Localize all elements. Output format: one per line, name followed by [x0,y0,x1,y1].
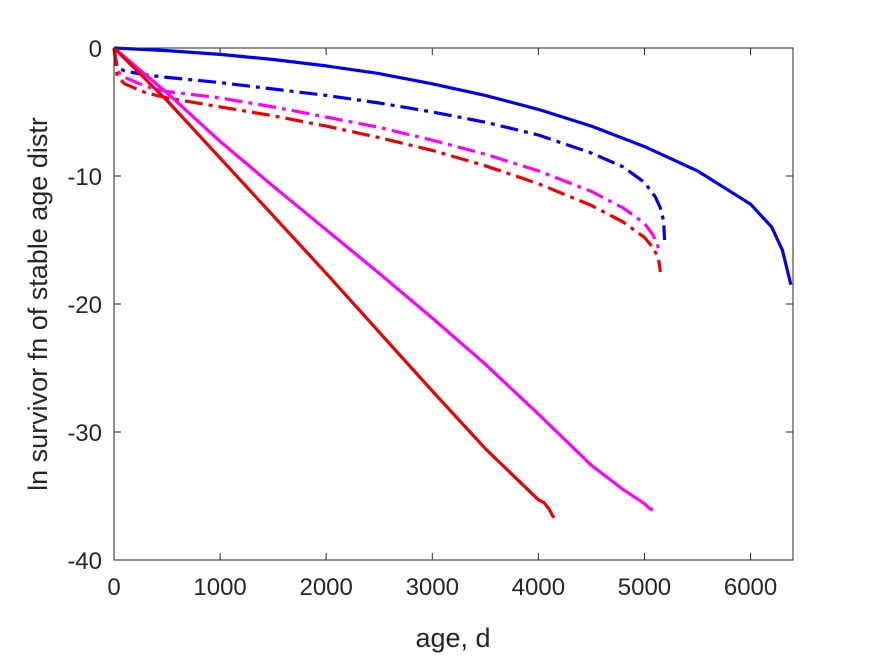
series-line-5 [112,46,654,512]
plot-frame [113,47,794,561]
x-tick-label: 0 [107,574,120,601]
y-tick-label: 0 [89,36,102,63]
series-line-3 [112,47,661,254]
y-tick-label: -40 [67,548,102,575]
y-tick-label: -20 [67,292,102,319]
series-line-6 [112,46,556,519]
x-axis-label: age, d [415,623,490,653]
x-tick-label: 2000 [299,574,352,601]
series-line-4 [112,47,662,273]
y-tick-label: -10 [67,164,102,191]
plot-lines [112,46,793,519]
axis-ticks: 0 1000 2000 3000 4000 5000 6000 0 -10 -20 -30 -40 [67,36,793,601]
series-line-1 [113,46,793,286]
x-tick-label: 5000 [618,574,671,601]
x-tick-label: 3000 [406,574,459,601]
x-tick-label: 6000 [724,574,777,601]
y-tick-label: -30 [67,420,102,447]
y-axis-label: ln survivor fn of stable age distr [23,117,53,491]
x-tick-label: 4000 [512,574,565,601]
x-tick-label: 1000 [193,574,246,601]
